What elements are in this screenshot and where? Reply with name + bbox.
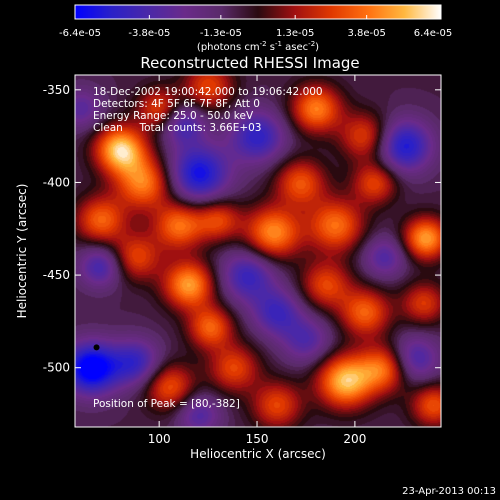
- colorbar-ticks: -6.4e-05 -3.8e-05 -1.3e-05 1.3e-05 3.8e-05 6.…: [59, 15, 452, 39]
- footer-timestamp: 23-Apr-2013 00:13: [402, 486, 496, 497]
- colorbar: -6.4e-05 -3.8e-05 -1.3e-05 1.3e-05 3.8e-05 6.…: [59, 4, 452, 53]
- chart-title: Reconstructed RHESSI Image: [140, 54, 359, 72]
- plot-area: 100 150 200 -350 -400 -450 -500: [43, 74, 442, 446]
- annotation-energy-range: Energy Range: 25.0 - 50.0 keV: [93, 110, 254, 122]
- annotation-clean-counts: Clean Total counts: 3.66E+03: [93, 122, 262, 134]
- heatmap-canvas: [75, 75, 441, 427]
- colorbar-tick-label: 3.8e-05: [347, 28, 385, 39]
- colorbar-tick-label: -6.4e-05: [59, 28, 101, 39]
- annotations: 18-Dec-2002 19:00:42.000 to 19:06:42.000…: [93, 86, 323, 410]
- x-tick-label: 150: [246, 432, 269, 446]
- x-axis-ticks: 100 150 200: [148, 75, 366, 446]
- x-axis-label: Heliocentric X (arcsec): [190, 447, 326, 461]
- y-tick-label: -350: [43, 83, 70, 97]
- colorbar-strip: [74, 4, 442, 20]
- y-tick-label: -450: [43, 268, 70, 282]
- plot-frame: [74, 74, 442, 428]
- x-tick-label: 100: [148, 432, 171, 446]
- colorbar-tick-label: 6.4e-05: [414, 28, 452, 39]
- colorbar-tick-label: -1.3e-05: [200, 28, 242, 39]
- y-axis-label: Heliocentric Y (arcsec): [15, 184, 29, 319]
- y-axis-ticks: -350 -400 -450 -500: [43, 83, 441, 375]
- peak-marker: [93, 344, 100, 351]
- colorbar-tick-label: -3.8e-05: [128, 28, 170, 39]
- colorbar-tick-label: 1.3e-05: [276, 28, 314, 39]
- y-tick-label: -400: [43, 175, 70, 189]
- x-tick-label: 200: [343, 432, 366, 446]
- annotation-peak-position: Position of Peak = [80,-382]: [93, 398, 240, 410]
- annotation-detectors: Detectors: 4F 5F 6F 7F 8F, Att 0: [93, 98, 260, 110]
- colorbar-unit-label: (photons cm-2 s-1 asec-2): [197, 40, 319, 53]
- y-tick-label: -500: [43, 361, 70, 375]
- heatmap-container: [75, 75, 441, 427]
- annotation-time-range: 18-Dec-2002 19:00:42.000 to 19:06:42.000: [93, 86, 323, 98]
